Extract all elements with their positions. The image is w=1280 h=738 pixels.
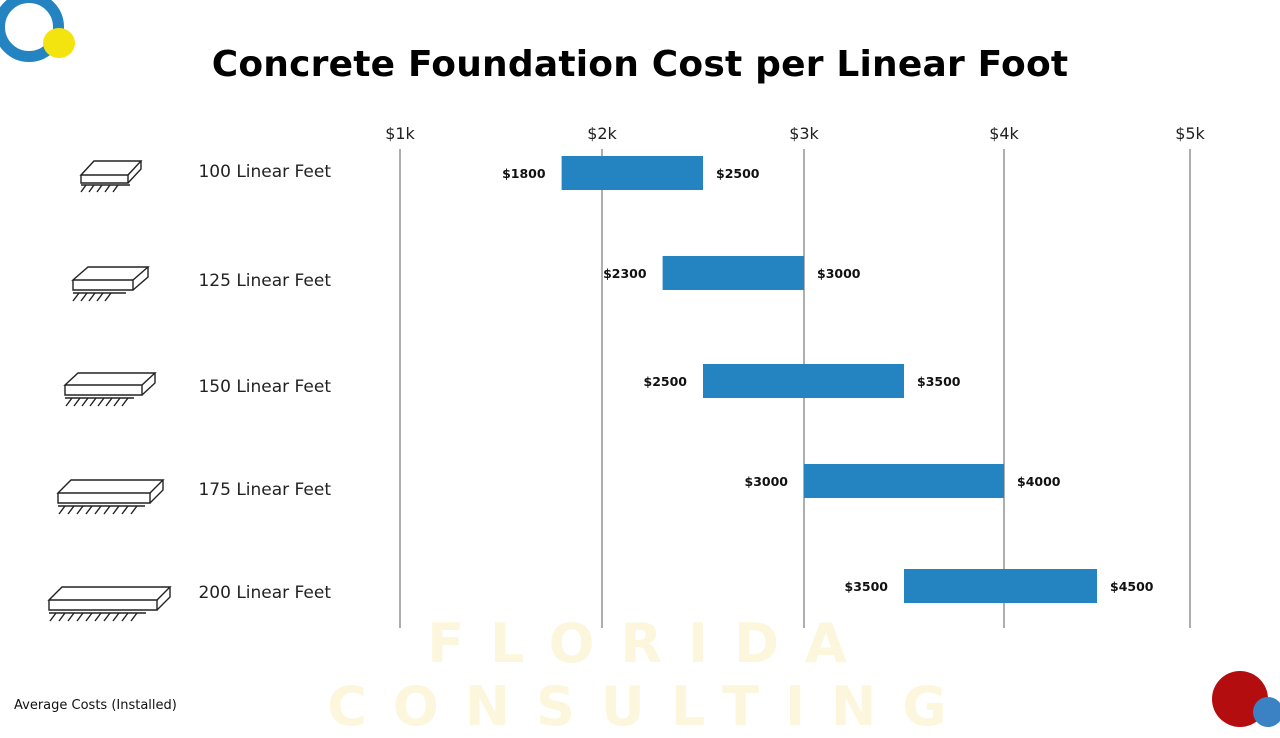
chart-title: Concrete Foundation Cost per Linear Foot	[211, 44, 1069, 85]
category-label: 200 Linear Feet	[198, 583, 331, 603]
tick-label: $5k	[1175, 124, 1205, 143]
range-bar	[703, 364, 904, 398]
range-bar	[904, 569, 1097, 603]
range-bar	[561, 156, 703, 190]
category-label: 150 Linear Feet	[198, 377, 331, 397]
low-value-label: $3500	[845, 579, 889, 594]
low-value-label: $3000	[745, 474, 789, 489]
tick-label: $3k	[789, 124, 819, 143]
high-value-label: $4000	[1017, 474, 1061, 489]
slab-icon	[56, 479, 165, 515]
slab-icon	[79, 160, 143, 193]
high-value-label: $3500	[917, 374, 961, 389]
low-value-label: $2500	[644, 374, 688, 389]
low-value-label: $2300	[603, 266, 647, 281]
slab-icon	[71, 266, 150, 302]
low-value-label: $1800	[502, 166, 546, 181]
high-value-label: $3000	[817, 266, 861, 281]
range-bar	[804, 464, 1004, 498]
range-bar-chart: $1k $2k $3k $4k $5k $1800 $2500 $2300 $3000 $2500…	[385, 124, 1206, 628]
range-bar	[662, 256, 804, 290]
category-label: 175 Linear Feet	[198, 480, 331, 500]
tick-label: $4k	[989, 124, 1019, 143]
tick-label: $1k	[385, 124, 415, 143]
tick-label: $2k	[587, 124, 617, 143]
category-label: 100 Linear Feet	[198, 162, 331, 182]
category-label: 125 Linear Feet	[198, 271, 331, 291]
footnote: Average Costs (Installed)	[14, 698, 177, 713]
slab-icon	[63, 372, 157, 407]
slab-icon	[47, 586, 172, 622]
high-value-label: $4500	[1110, 579, 1154, 594]
high-value-label: $2500	[716, 166, 760, 181]
logo-yellow-dot	[43, 28, 75, 58]
